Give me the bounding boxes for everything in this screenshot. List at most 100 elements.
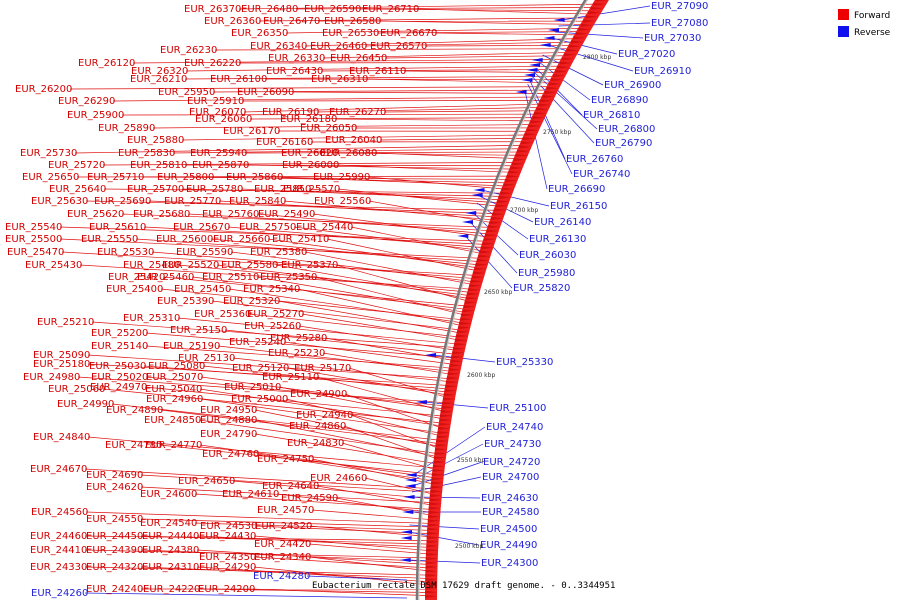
- reverse-gene-mark: [465, 211, 477, 215]
- forward-gene-mark: [442, 397, 455, 401]
- forward-gene-mark: [595, 0, 608, 2]
- reverse-gene-label: EUR_24260: [31, 588, 88, 599]
- forward-gene-label: EUR_24950: [200, 405, 257, 416]
- forward-gene-mark: [425, 578, 438, 582]
- forward-leader-line: [335, 264, 477, 304]
- forward-gene-label: EUR_24980: [23, 372, 80, 383]
- forward-gene-label: EUR_24340: [254, 552, 311, 563]
- forward-leader-line: [132, 58, 575, 64]
- forward-gene-label: EUR_25060: [48, 384, 105, 395]
- forward-leader-line: [224, 329, 464, 356]
- forward-leader-line: [367, 176, 514, 191]
- forward-gene-label: EUR_26100: [210, 74, 267, 85]
- forward-gene-mark: [435, 447, 447, 451]
- forward-gene-mark: [429, 502, 442, 506]
- forward-gene-label: EUR_25800: [157, 172, 214, 183]
- forward-leader-line: [243, 103, 552, 113]
- forward-gene-label: EUR_25500: [5, 234, 62, 245]
- forward-gene-label: EUR_25310: [123, 313, 180, 324]
- forward-gene-label: EUR_25530: [97, 247, 154, 258]
- forward-gene-label: EUR_25990: [313, 172, 370, 183]
- reverse-gene-mark: [399, 558, 411, 562]
- forward-gene-label: EUR_24390: [86, 545, 143, 556]
- scale-tick-label: 2750 kbp: [543, 129, 571, 136]
- forward-leader-line: [374, 152, 527, 160]
- forward-leader-line: [102, 388, 451, 425]
- reverse-leader-line: [84, 592, 408, 599]
- forward-leader-line: [74, 144, 533, 154]
- forward-leader-line: [301, 313, 467, 342]
- forward-leader-line: [69, 86, 561, 90]
- forward-leader-line: [121, 113, 547, 116]
- forward-leader-line: [194, 493, 441, 511]
- forward-gene-label: EUR_25850: [254, 184, 311, 195]
- forward-gene-label: EUR_26310: [311, 74, 368, 85]
- forward-gene-mark: [496, 200, 509, 204]
- forward-gene-mark: [490, 216, 503, 220]
- reverse-gene-label: EUR_25330: [496, 357, 553, 368]
- forward-gene-mark: [580, 23, 593, 27]
- forward-gene-label: EUR_25390: [157, 296, 214, 307]
- forward-gene-mark: [485, 233, 497, 237]
- forward-gene-label: EUR_25590: [176, 247, 233, 258]
- forward-gene-label: EUR_24770: [145, 440, 202, 451]
- forward-gene-mark: [508, 170, 521, 174]
- forward-leader-line: [184, 75, 566, 80]
- forward-gene-mark: [466, 292, 479, 296]
- forward-leader-line: [283, 200, 503, 222]
- forward-leader-line: [145, 332, 464, 359]
- reverse-gene-label: EUR_26790: [595, 138, 652, 149]
- forward-gene-label: EUR_24550: [86, 514, 143, 525]
- forward-leader-line: [297, 288, 471, 328]
- forward-gene-label: EUR_24640: [262, 481, 319, 492]
- forward-leader-line: [314, 276, 473, 318]
- reverse-gene-mark: [415, 400, 427, 404]
- forward-gene-mark: [455, 338, 467, 342]
- forward-leader-line: [378, 20, 595, 26]
- forward-leader-line: [311, 458, 443, 487]
- forward-leader-line: [211, 300, 470, 332]
- forward-gene-label: EUR_25120: [232, 363, 289, 374]
- forward-leader-line: [379, 137, 536, 141]
- forward-gene-label: EUR_26360: [204, 16, 261, 27]
- forward-gene-mark: [437, 431, 450, 435]
- forward-gene-mark: [536, 107, 549, 111]
- forward-leader-line: [280, 176, 516, 187]
- forward-gene-label: EUR_26230: [160, 45, 217, 56]
- forward-gene-mark: [510, 166, 523, 170]
- forward-leader-line: [218, 200, 504, 218]
- forward-leader-line: [159, 444, 444, 476]
- forward-gene-label: EUR_25200: [91, 328, 148, 339]
- legend-forward-label: Forward: [854, 11, 890, 21]
- forward-leader-line: [316, 376, 453, 414]
- forward-gene-label: EUR_25830: [118, 148, 175, 159]
- forward-gene-label: EUR_25630: [31, 196, 88, 207]
- forward-leader-line: [253, 566, 438, 587]
- forward-gene-label: EUR_24830: [287, 438, 344, 449]
- reverse-gene-mark: [462, 220, 473, 224]
- forward-gene-label: EUR_24560: [31, 507, 88, 518]
- reverse-gene-mark: [402, 510, 414, 514]
- forward-leader-line: [285, 27, 592, 34]
- forward-leader-line: [326, 238, 486, 273]
- forward-leader-line: [254, 419, 446, 459]
- scale-tick-label: 2650 kbp: [484, 289, 512, 296]
- forward-leader-line: [197, 588, 438, 593]
- forward-gene-mark: [573, 36, 586, 40]
- forward-gene-label: EUR_24240: [86, 584, 143, 595]
- forward-leader-line: [217, 345, 461, 373]
- forward-gene-label: EUR_26050: [300, 123, 357, 134]
- forward-gene-label: EUR_24460: [30, 531, 87, 542]
- reverse-gene-mark: [521, 78, 533, 82]
- forward-gene-label: EUR_25710: [87, 172, 144, 183]
- forward-leader-line: [103, 188, 513, 194]
- forward-gene-mark: [524, 132, 537, 136]
- forward-gene-label: EUR_24970: [90, 382, 147, 393]
- forward-gene-label: EUR_24780: [105, 440, 162, 451]
- forward-leader-line: [336, 164, 521, 174]
- reverse-gene-mark: [403, 495, 415, 499]
- forward-gene-mark: [526, 128, 539, 132]
- forward-leader-line: [227, 226, 493, 249]
- forward-leader-line: [248, 313, 468, 339]
- reverse-leader-line: [558, 22, 651, 27]
